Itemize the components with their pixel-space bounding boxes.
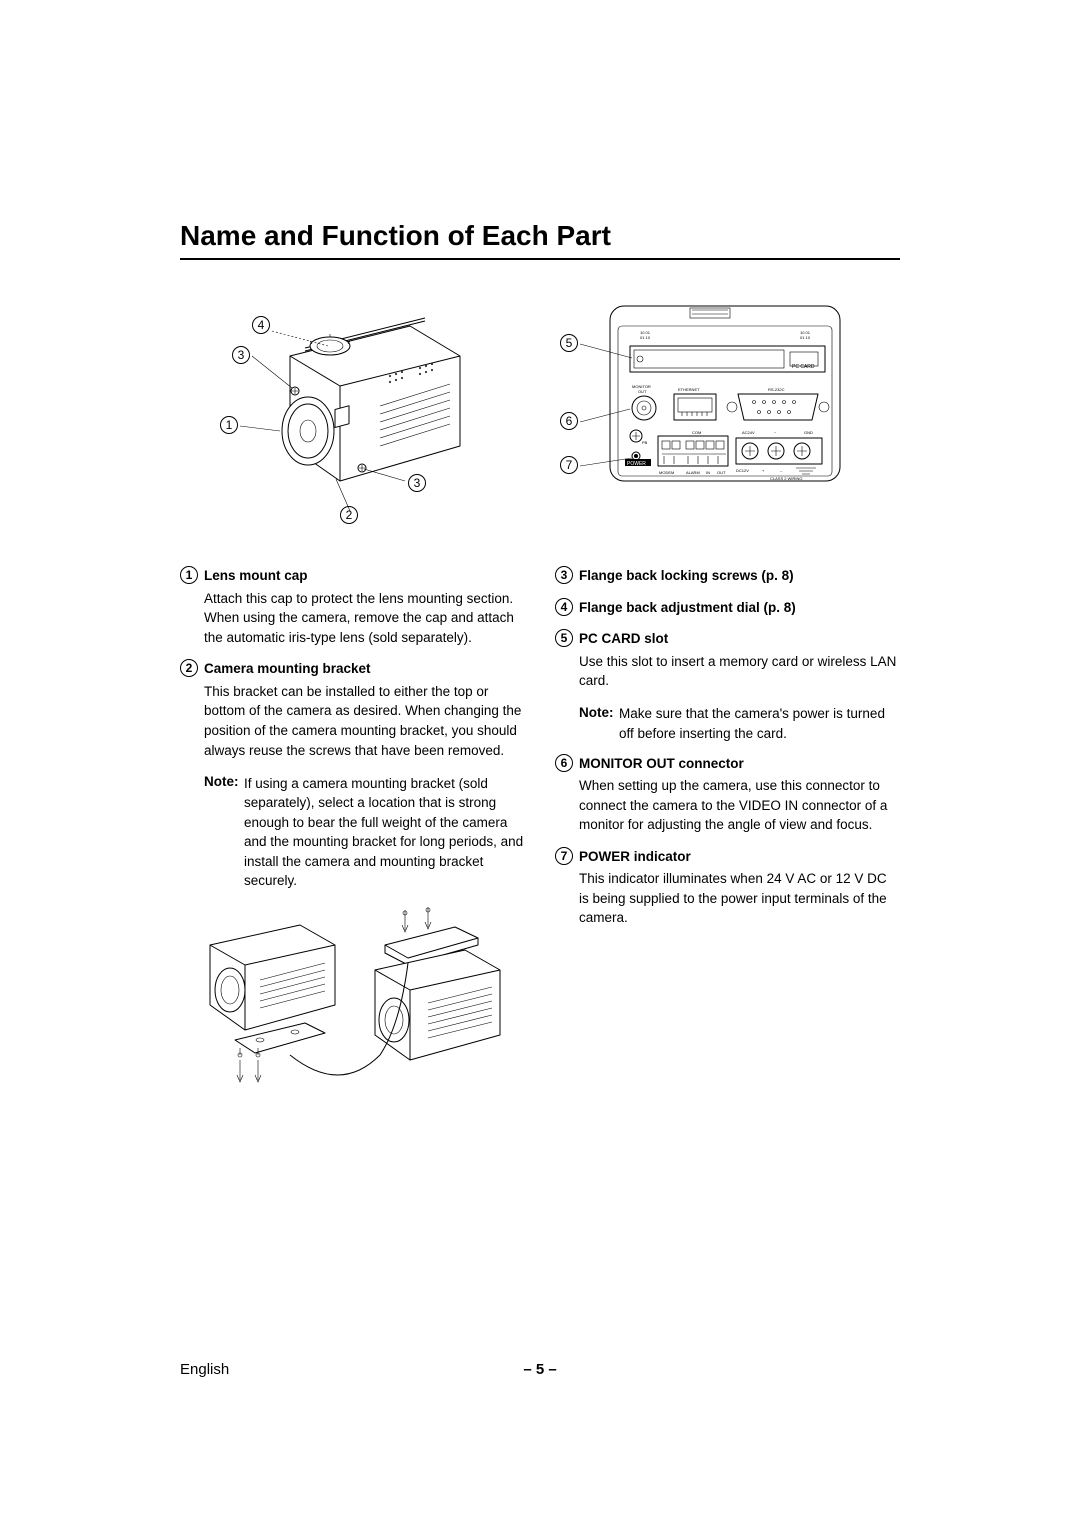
num-4: 4 [555,598,573,616]
right-column: 3 Flange back locking screws (p. 8) 4 Fl… [555,566,900,1101]
footer-language: English [180,1361,229,1378]
svg-text:01 10: 01 10 [640,335,651,340]
diagram-row: 3 4 1 3 2 10 01 10 01 01 10 01 10 [180,296,900,526]
note-2: Note: If using a camera mounting bracket… [180,772,525,891]
title-2: Camera mounting bracket [204,659,371,679]
callout-6: 6 [560,412,578,430]
note-label-5: Note: [579,705,614,720]
left-column: 1 Lens mount cap Attach this cap to prot… [180,566,525,1101]
num-6: 6 [555,754,573,772]
svg-text:OUT: OUT [638,389,647,394]
page-footer: English – 5 – [180,1361,900,1378]
page-title: Name and Function of Each Part [180,220,900,260]
item-6: 6 MONITOR OUT connector When setting up … [555,754,900,835]
svg-text:PB: PB [642,440,648,445]
callout-4: 4 [252,316,270,334]
svg-text:ALARM: ALARM [686,470,700,475]
title-4: Flange back adjustment dial (p. 8) [579,598,796,618]
item-3: 3 Flange back locking screws (p. 8) [555,566,900,586]
svg-text:POWER: POWER [627,461,646,467]
svg-text:RS-232C: RS-232C [768,387,785,392]
callout-3b: 3 [408,474,426,492]
callout-2: 2 [340,506,358,524]
svg-text:IN: IN [706,470,710,475]
mounting-svg [180,905,510,1095]
camera-rear-svg: 10 01 10 01 01 10 01 10 PC CARD MONITOR … [540,296,880,526]
body-2: This bracket can be installed to either … [180,682,525,760]
footer-page-number: – 5 – [523,1361,556,1378]
body-1: Attach this cap to protect the lens moun… [180,589,525,648]
num-2: 2 [180,659,198,677]
label-pc-card: PC CARD [792,364,815,370]
title-7: POWER indicator [579,847,691,867]
body-5: Use this slot to insert a memory card or… [555,652,900,691]
num-3: 3 [555,566,573,584]
note-label-2: Note: [204,774,239,789]
mounting-diagram [180,905,525,1101]
svg-text:COM: COM [692,430,701,435]
body-7: This indicator illuminates when 24 V AC … [555,869,900,928]
callout-7: 7 [560,456,578,474]
svg-text:CLASS 2 WIRING: CLASS 2 WIRING [770,476,802,481]
note-text-5: Make sure that the camera's power is tur… [579,704,900,743]
camera-rear-diagram: 10 01 10 01 01 10 01 10 PC CARD MONITOR … [540,296,880,526]
note-text-2: If using a camera mounting bracket (sold… [204,774,525,891]
callout-3: 3 [232,346,250,364]
svg-text:DC12V: DC12V [736,468,749,473]
num-5: 5 [555,629,573,647]
title-5: PC CARD slot [579,629,668,649]
num-7: 7 [555,847,573,865]
item-1: 1 Lens mount cap Attach this cap to prot… [180,566,525,647]
note-5: Note: Make sure that the camera's power … [555,703,900,744]
text-columns: 1 Lens mount cap Attach this cap to prot… [180,566,900,1101]
item-7: 7 POWER indicator This indicator illumin… [555,847,900,928]
title-3: Flange back locking screws (p. 8) [579,566,794,586]
svg-text:ETHERNET: ETHERNET [678,387,700,392]
body-6: When setting up the camera, use this con… [555,776,900,835]
page-content: Name and Function of Each Part [180,220,900,1101]
num-1: 1 [180,566,198,584]
item-4: 4 Flange back adjustment dial (p. 8) [555,598,900,618]
item-2: 2 Camera mounting bracket This bracket c… [180,659,525,760]
item-5: 5 PC CARD slot Use this slot to insert a… [555,629,900,691]
svg-text:MODEM: MODEM [659,470,674,475]
title-1: Lens mount cap [204,566,308,586]
svg-text:OUT: OUT [717,470,726,475]
camera-iso-svg [180,296,500,526]
svg-text:GND: GND [804,430,813,435]
svg-text:01 10: 01 10 [800,335,811,340]
callout-5: 5 [560,334,578,352]
callout-1: 1 [220,416,238,434]
title-6: MONITOR OUT connector [579,754,744,774]
camera-front-diagram: 3 4 1 3 2 [180,296,500,526]
svg-text:AC24V: AC24V [742,430,755,435]
